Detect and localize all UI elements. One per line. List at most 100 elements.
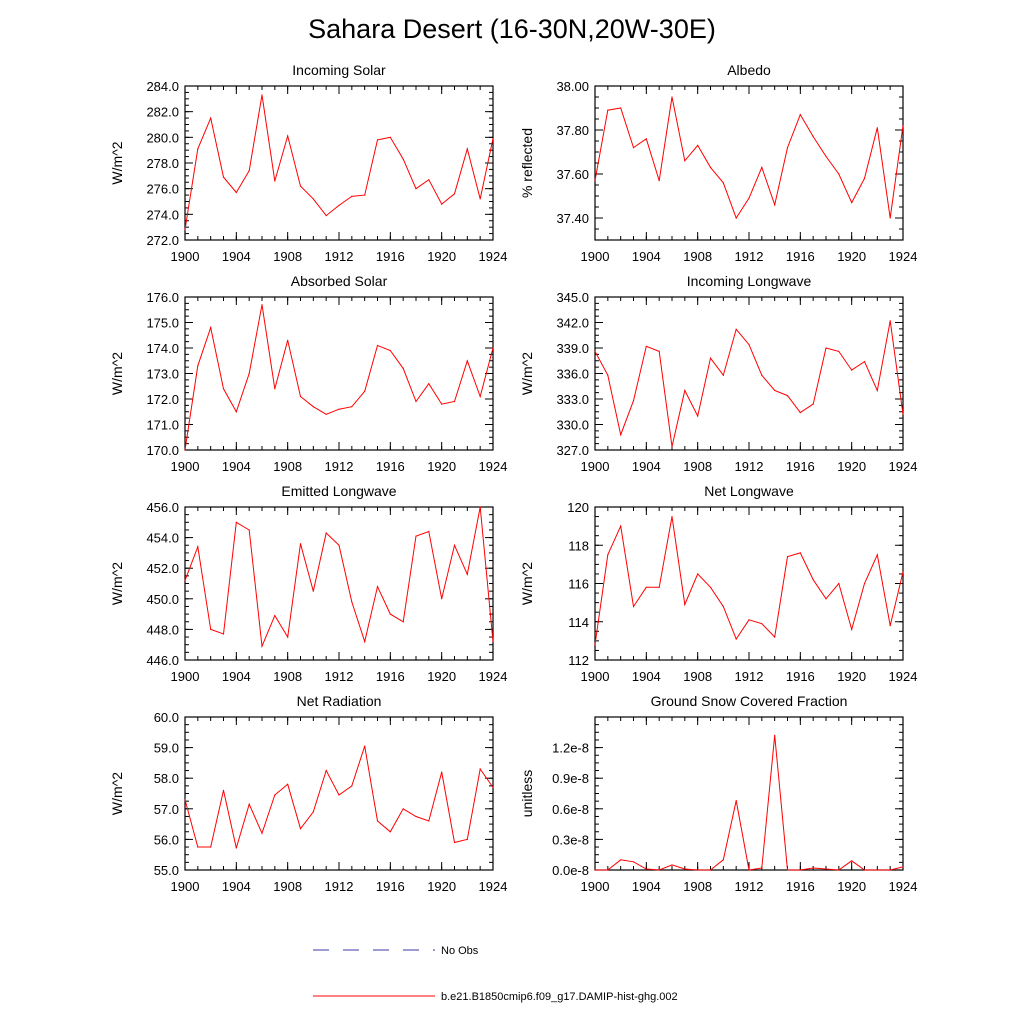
data-point: [479, 768, 481, 770]
data-point: [235, 521, 237, 523]
data-point: [376, 820, 379, 822]
data-point: [825, 868, 827, 870]
x-tick-label: 1900: [581, 249, 610, 264]
y-tick-label: 276.0: [146, 182, 179, 197]
data-point: [453, 400, 456, 403]
x-tick-label: 1920: [427, 249, 456, 264]
data-point: [684, 603, 686, 606]
y-tick-label: 120: [567, 500, 589, 515]
data-point: [735, 217, 737, 219]
data-point: [632, 147, 635, 149]
data-point: [248, 170, 250, 172]
data-point: [428, 530, 430, 533]
panel-title: Ground Snow Covered Fraction: [651, 693, 848, 709]
x-tick-label: 1908: [273, 249, 302, 264]
data-point: [351, 785, 353, 787]
x-tick-label: 1908: [683, 459, 712, 474]
y-tick-label: 327.0: [556, 443, 589, 458]
series-line: [594, 320, 904, 447]
series-line: [184, 94, 494, 230]
plot-frame: [594, 506, 904, 661]
data-point: [748, 619, 750, 621]
x-tick-label: 1908: [273, 879, 302, 894]
data-point: [287, 636, 289, 638]
data-point: [658, 586, 660, 588]
data-point: [261, 645, 263, 647]
data-point: [364, 745, 366, 747]
data-point: [761, 166, 763, 168]
data-point: [658, 869, 660, 871]
y-tick-label: 452.0: [146, 561, 179, 576]
data-point: [222, 633, 225, 635]
data-point: [722, 605, 724, 608]
y-tick-label: 55.0: [154, 863, 179, 878]
y-tick-label: 330.0: [556, 418, 589, 433]
x-tick-label: 1924: [889, 879, 918, 894]
y-tick-label: 284.0: [146, 79, 179, 94]
data-point: [299, 828, 302, 830]
y-tick-label: 345.0: [556, 290, 589, 305]
x-tick-label: 1904: [222, 669, 251, 684]
x-tick-label: 1904: [222, 879, 251, 894]
data-point: [684, 389, 686, 392]
data-point: [428, 179, 430, 181]
data-point: [902, 413, 904, 415]
data-point: [632, 861, 635, 863]
panel-title: Net Longwave: [704, 483, 794, 499]
data-point: [441, 771, 443, 773]
y-tick-label: 456.0: [146, 500, 179, 515]
x-tick-label: 1904: [222, 249, 251, 264]
data-point: [620, 434, 622, 436]
y-tick-label: 118: [568, 538, 589, 553]
data-point: [441, 203, 443, 205]
y-tick-label: 0.9e-8: [552, 771, 589, 786]
data-point: [786, 556, 789, 558]
x-tick-label: 1900: [171, 459, 200, 474]
data-point: [863, 582, 866, 585]
y-tick-label: 37.60: [556, 167, 589, 182]
data-point: [812, 136, 814, 138]
data-point: [889, 869, 891, 871]
data-point: [312, 811, 314, 813]
y-tick-label: 114: [568, 615, 589, 630]
y-axis-label: unitless: [519, 770, 535, 817]
data-point: [338, 544, 340, 546]
data-point: [722, 859, 724, 861]
y-tick-label: 446.0: [146, 653, 179, 668]
data-point: [492, 786, 494, 789]
data-point: [184, 799, 186, 801]
data-point: [632, 605, 635, 608]
data-point: [210, 117, 212, 119]
x-tick-label: 1904: [632, 879, 661, 894]
data-point: [312, 590, 314, 592]
data-point: [197, 148, 199, 150]
y-tick-label: 175.0: [146, 316, 179, 331]
data-point: [479, 198, 481, 200]
data-point: [709, 869, 712, 871]
data-point: [325, 215, 327, 217]
data-point: [210, 628, 212, 631]
data-point: [594, 644, 596, 646]
plot-frame: [184, 506, 494, 661]
series-line: [595, 735, 904, 871]
data-point: [645, 345, 647, 347]
data-point: [325, 413, 327, 415]
x-tick-label: 1924: [479, 459, 508, 474]
data-point: [851, 860, 853, 862]
data-point: [492, 138, 494, 140]
x-tick-label: 1912: [325, 669, 354, 684]
x-tick-label: 1900: [581, 669, 610, 684]
data-point: [838, 869, 840, 871]
data-point: [671, 96, 673, 98]
data-point: [645, 138, 647, 140]
legend-model-label: b.e21.B1850cmip6.f09_g17.DAMIP-hist-ghg.…: [441, 991, 678, 1003]
x-tick-label: 1908: [683, 879, 712, 894]
x-tick-label: 1904: [632, 459, 661, 474]
data-point: [709, 357, 712, 359]
y-tick-label: 342.0: [556, 316, 589, 331]
y-tick-label: 173.0: [146, 367, 179, 382]
data-point: [902, 866, 904, 868]
data-point: [453, 841, 456, 844]
x-tick-label: 1920: [837, 249, 866, 264]
data-point: [222, 789, 225, 792]
